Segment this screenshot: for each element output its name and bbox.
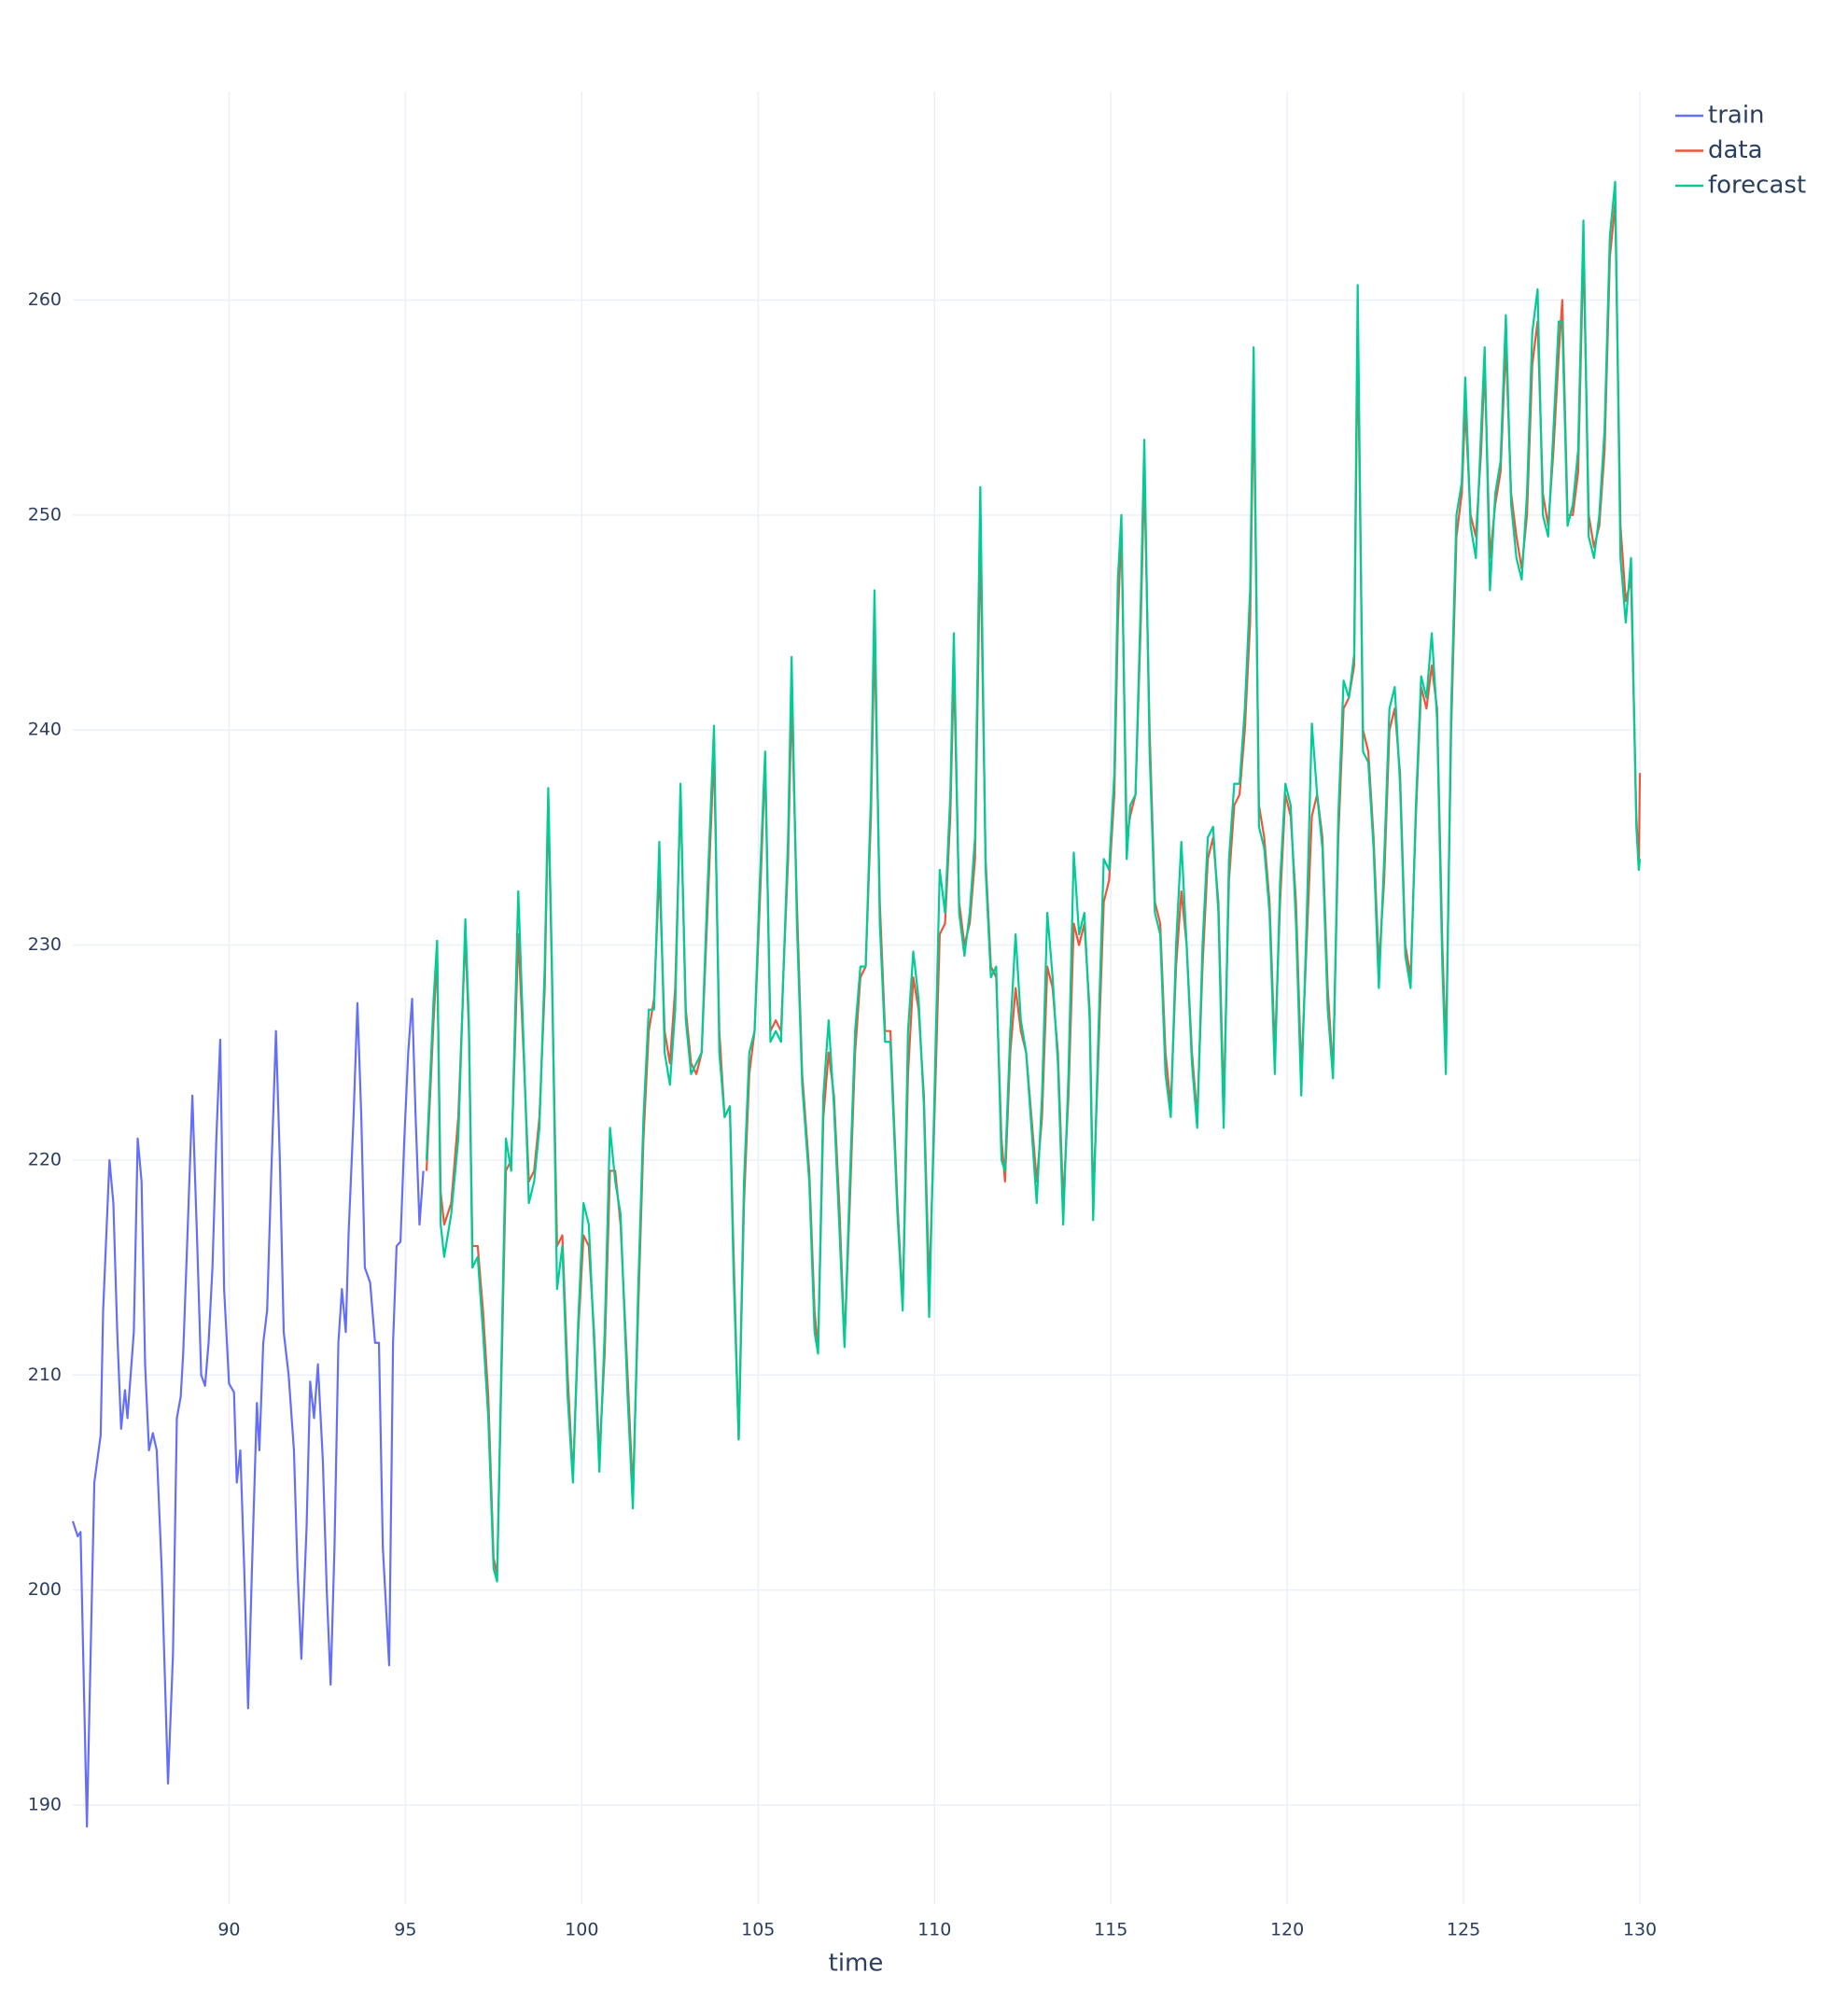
x-tick-label: 100 [565, 1920, 598, 1940]
legend-label: data [1708, 136, 1763, 164]
x-axis-title: time [829, 1950, 884, 1978]
y-tick-label: 210 [28, 1365, 62, 1385]
x-tick-label: 115 [1094, 1920, 1127, 1940]
ticks: 90 95 100 105 110 115 120 125 130 190 200 210 220 230… [28, 289, 1657, 1940]
x-tick-label: 95 [394, 1920, 416, 1940]
y-tick-label: 260 [28, 289, 62, 310]
y-tick-label: 250 [28, 504, 62, 525]
legend-label: train [1708, 102, 1765, 130]
series-line [425, 180, 1642, 1583]
y-tick-label: 200 [28, 1579, 62, 1600]
x-tick-label: 105 [741, 1920, 775, 1940]
y-tick-label: 190 [28, 1795, 62, 1815]
y-tick-label: 220 [28, 1149, 62, 1169]
series-line [71, 998, 425, 1828]
legend-label: forecast [1708, 172, 1806, 200]
plot-lines [71, 180, 1642, 1828]
y-tick-label: 240 [28, 720, 62, 740]
x-tick-label: 125 [1447, 1920, 1480, 1940]
x-tick-label: 110 [917, 1920, 951, 1940]
x-tick-label: 90 [217, 1920, 240, 1940]
y-tick-label: 230 [28, 934, 62, 955]
x-tick-label: 130 [1623, 1920, 1657, 1940]
legend: train data forecast [1675, 102, 1806, 200]
x-tick-label: 120 [1270, 1920, 1304, 1940]
